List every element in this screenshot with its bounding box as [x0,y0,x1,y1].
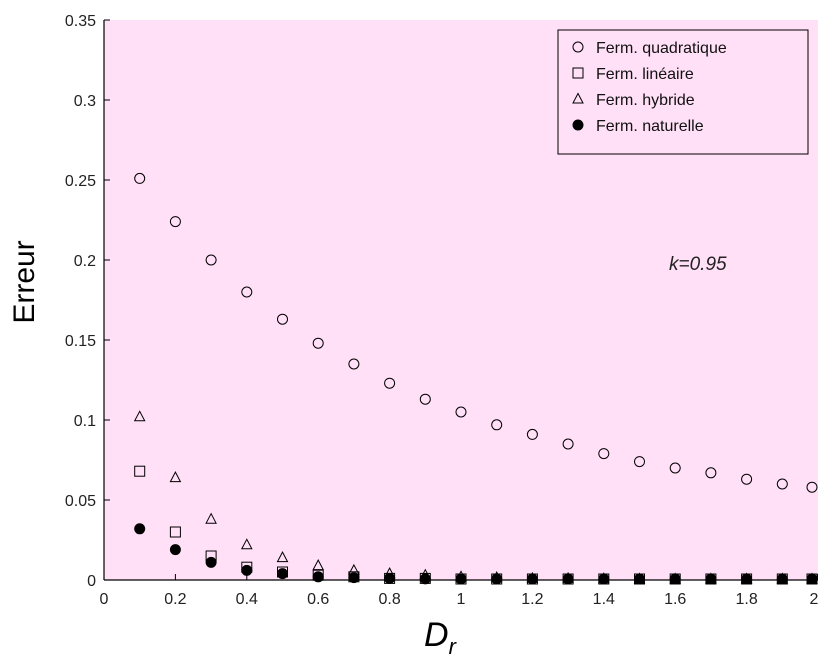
data-point-ferm-naturelle [806,573,818,585]
data-point-ferm-naturelle [491,573,503,585]
data-point-ferm-hybride [133,410,146,422]
x-tick-label: 0.2 [164,591,186,608]
data-point-ferm-quadratique [669,462,681,474]
y-tick-label: 0.3 [74,93,96,110]
y-tick-label: 0.2 [74,253,96,270]
data-point-ferm-quadratique [312,337,324,349]
legend-label: Ferm. linéaire [596,66,694,83]
x-tick-label: 0.8 [378,591,400,608]
data-point-ferm-naturelle [348,572,360,584]
legend-marker [572,67,584,79]
data-point-ferm-quadratique [241,286,253,298]
data-point-ferm-quadratique [598,448,610,460]
data-point-ferm-naturelle [277,568,288,580]
data-point-ferm-quadratique [806,481,818,493]
legend-label: Ferm. hybride [596,92,695,109]
data-point-ferm-quadratique [384,377,396,389]
y-tick-label: 0.1 [74,413,96,430]
data-point-ferm-hybride [276,551,289,563]
k-annotation: k=0.95 [669,254,727,275]
x-tick-label: 1.4 [593,591,615,608]
data-point-ferm-hybride [169,471,182,483]
x-tick-label: 2 [810,591,818,608]
y-tick-label: 0.25 [65,173,96,190]
x-tick-label: 1.2 [521,591,543,608]
data-point-ferm-naturelle [705,573,717,585]
data-point-ferm-quadratique [705,467,717,479]
x-axis-label-main: D [424,616,449,654]
y-axis-label: Erreur [8,240,41,323]
data-point-ferm-naturelle [169,544,181,556]
data-point-ferm-naturelle [562,573,574,585]
data-point-ferm-hybride [240,538,253,550]
legend-label: Ferm. quadratique [596,40,727,57]
y-tick-label: 0.35 [65,13,96,30]
x-axis-label-subscript: r [449,634,458,659]
data-point-ferm-naturelle [419,573,431,585]
legend-label: Ferm. naturelle [596,118,704,135]
x-tick-label: 0.4 [236,591,258,608]
data-point-ferm-quadratique [491,419,503,431]
data-point-ferm-naturelle [134,523,146,535]
data-point-ferm-lineaire [169,526,181,538]
data-point-ferm-naturelle [634,573,645,585]
y-tick-label: 0 [87,573,96,590]
legend-marker [572,41,584,53]
legend-box [557,29,809,155]
data-point-ferm-quadratique [562,438,574,450]
x-axis-label: Dr [424,616,458,659]
data-point-ferm-naturelle [776,573,788,585]
y-tick-label: 0.05 [65,493,96,510]
data-point-ferm-quadratique [134,172,146,184]
x-tick-label: 1.6 [664,591,686,608]
data-point-ferm-quadratique [419,393,431,405]
data-point-ferm-lineaire [134,465,146,477]
x-tick-label: 1 [457,591,466,608]
data-point-ferm-quadratique [205,254,217,266]
data-point-ferm-naturelle [205,556,217,568]
data-point-ferm-hybride [312,559,325,571]
data-point-ferm-hybride [205,512,217,524]
data-point-ferm-quadratique [455,406,467,418]
data-point-ferm-quadratique [634,456,645,468]
legend: Ferm. quadratique Ferm. linéaire Ferm. hyb… [557,29,809,155]
x-tick-label: 0 [100,591,109,608]
data-point-ferm-quadratique [169,216,181,228]
series-ferm-quadratique [134,172,818,493]
series-ferm-naturelle [134,523,818,585]
legend-marker [572,92,584,104]
data-markers [133,172,818,585]
x-tick-label: 1.8 [735,591,757,608]
data-point-ferm-quadratique [348,358,360,370]
legend-marker [572,119,584,131]
data-point-ferm-quadratique [277,313,288,325]
axes: 0 0.2 0.4 0.6 0.8 1 1.2 1.4 1.6 1.8 2 0 0.05 0.1 0.15 0… [65,13,818,608]
data-point-ferm-quadratique [526,428,538,440]
data-point-ferm-naturelle [241,564,253,576]
data-point-ferm-quadratique [776,478,788,490]
x-tick-label: 0.6 [307,591,329,608]
data-point-ferm-quadratique [741,473,753,485]
y-tick-label: 0.15 [65,333,96,350]
